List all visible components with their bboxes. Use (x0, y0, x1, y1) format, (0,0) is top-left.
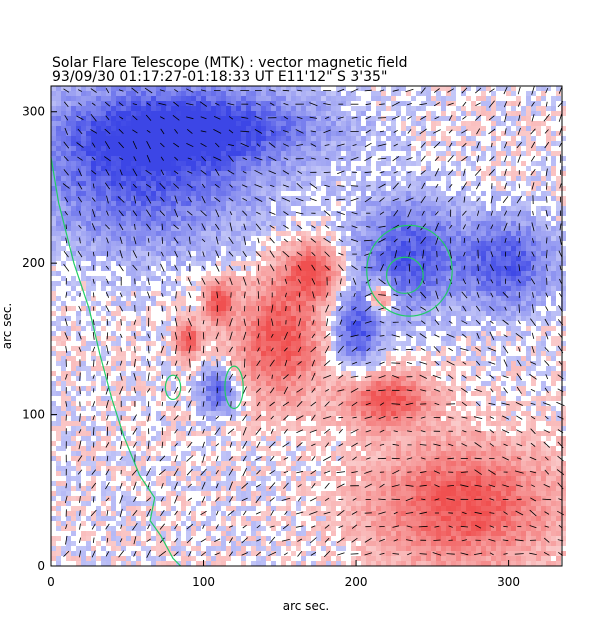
magnetogram-plot (50, 85, 566, 567)
x-tick-label: 200 (345, 575, 368, 589)
y-tick-label: 100 (22, 408, 45, 422)
y-tick-label: 200 (22, 256, 45, 270)
plot-frame (50, 85, 563, 567)
x-tick-label: 0 (47, 575, 55, 589)
y-tick-label: 300 (22, 105, 45, 119)
y-tick-label: 0 (37, 559, 45, 573)
field-vectors (62, 86, 565, 558)
x-tick-label: 100 (192, 575, 215, 589)
x-axis: arc sec. 0 100 200 300 (47, 560, 520, 613)
intensity-contours (50, 157, 453, 567)
y-axis-label: arc sec. (0, 303, 14, 349)
x-tick-label: 300 (497, 575, 520, 589)
magnetogram-image (51, 86, 566, 566)
figure-subtitle: 93/09/30 01:17:27-01:18:33 UT E11'12" S … (52, 69, 387, 85)
figure-title: Solar Flare Telescope (MTK) : vector mag… (52, 55, 408, 71)
x-axis-label: arc sec. (283, 599, 329, 613)
y-axis: arc sec. 0 100 200 300 (0, 105, 57, 573)
